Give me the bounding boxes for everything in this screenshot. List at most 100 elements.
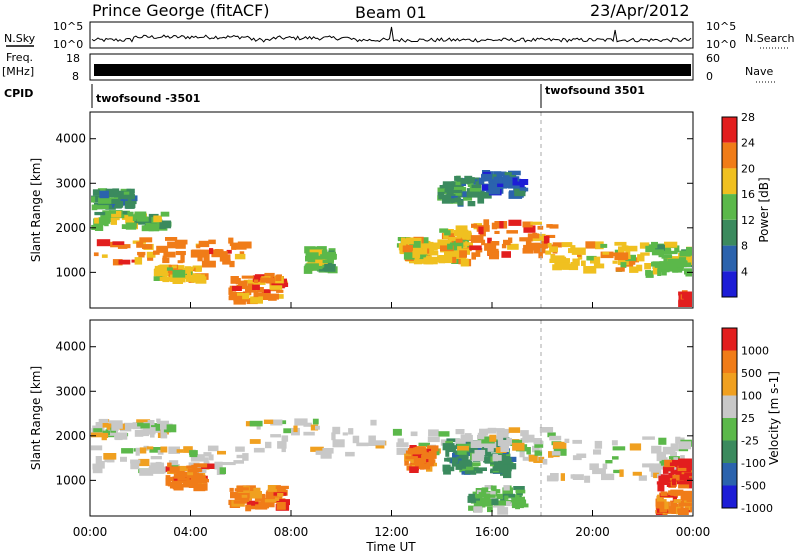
heat-cell: [451, 460, 457, 467]
heat-cell: [410, 431, 418, 437]
heat-cell: [484, 243, 497, 251]
heat-cell: [601, 473, 615, 481]
heat-cell: [438, 258, 446, 264]
x-tick-label: 00:00: [73, 525, 108, 539]
heat-cell: [590, 258, 596, 264]
heat-cell: [656, 481, 669, 485]
heat-cell: [469, 245, 482, 251]
heat-cell: [154, 463, 165, 469]
heat-cell: [325, 251, 336, 260]
heat-cell: [679, 478, 689, 485]
heat-cell: [232, 285, 242, 291]
nave-tick-bottom: 0: [706, 70, 713, 83]
heat-cell: [468, 462, 481, 466]
heat-cell: [532, 445, 540, 453]
heat-cell: [130, 461, 140, 470]
heat-cell: [678, 441, 692, 450]
heat-cell: [189, 450, 198, 456]
heat-cell: [332, 426, 341, 435]
heat-cell: [494, 428, 505, 432]
heat-cell: [108, 432, 117, 436]
heat-cell: [175, 241, 186, 249]
heat-cell: [679, 474, 689, 481]
x-axis: 00:00 04:00 08:00 12:00 16:00 20:00 00:00: [73, 302, 710, 539]
heat-cell: [673, 499, 681, 503]
heat-cell: [375, 440, 386, 446]
heat-cell: [463, 242, 473, 246]
heat-cell: [136, 216, 149, 222]
heat-cell: [562, 265, 577, 270]
heat-cell: [94, 217, 99, 224]
heat-cell: [475, 181, 481, 189]
heat-cell: [445, 194, 452, 202]
heat-cell: [177, 274, 186, 283]
heat-cell: [208, 454, 214, 461]
heat-cell: [240, 497, 250, 502]
heat-cell: [445, 449, 450, 457]
heat-cell: [428, 248, 434, 253]
heat-cell: [190, 454, 205, 462]
heat-cell: [425, 256, 438, 265]
heat-cell: [577, 254, 583, 260]
colorbar-swatch: [722, 194, 737, 220]
heat-cell: [342, 432, 348, 436]
heat-cell: [504, 172, 512, 176]
heat-cell: [522, 248, 534, 254]
heat-cell: [235, 446, 245, 452]
heat-cell: [615, 267, 625, 272]
heat-cell: [265, 293, 279, 300]
heat-cell: [546, 475, 559, 482]
heat-cell: [552, 242, 562, 248]
power-colorbar: 4 8 12 16 20 24 28: [721, 111, 755, 298]
heat-cell: [471, 223, 477, 228]
heat-cell: [404, 460, 409, 466]
heat-cell: [502, 176, 508, 184]
heat-cell: [139, 468, 154, 476]
heat-cell: [253, 447, 265, 453]
heat-cell: [412, 250, 421, 258]
heat-cell: [677, 508, 683, 513]
heat-cell: [447, 186, 454, 191]
heat-cell: [642, 436, 655, 440]
heat-cell: [303, 431, 315, 436]
heat-cell: [283, 428, 295, 434]
heat-cell: [618, 246, 625, 253]
heat-cell: [118, 259, 131, 265]
heat-cell: [476, 497, 487, 502]
heat-cell: [649, 463, 661, 471]
heat-cell: [500, 221, 507, 226]
heat-cell: [581, 260, 586, 266]
heat-cell: [668, 260, 680, 267]
heat-cell: [443, 470, 451, 475]
heat-cell: [477, 434, 485, 440]
x-tick-label: 04:00: [173, 525, 208, 539]
heat-cell: [570, 474, 575, 479]
heat-cell: [95, 456, 102, 464]
heat-cell: [370, 419, 377, 426]
heat-cell: [487, 506, 493, 513]
heat-cell: [402, 245, 413, 253]
heat-cell: [312, 418, 319, 425]
heat-cell: [196, 478, 207, 483]
colorbar-swatch: [722, 395, 737, 418]
heat-cell: [182, 268, 191, 274]
heat-cell: [491, 222, 498, 230]
heat-cell: [497, 431, 509, 438]
heat-cell: [660, 491, 668, 497]
heat-cell: [450, 198, 455, 203]
heat-cell: [222, 259, 231, 265]
heat-cell: [684, 260, 692, 267]
heat-cell: [439, 228, 449, 233]
heat-cell: [146, 251, 156, 258]
heat-cell: [522, 456, 533, 461]
heat-cell: [483, 494, 496, 498]
heat-cell: [561, 242, 573, 248]
heat-cell: [674, 245, 680, 253]
heat-cell: [119, 199, 128, 206]
heat-cell: [457, 243, 462, 251]
heat-cell: [160, 427, 166, 436]
heat-cell: [243, 279, 257, 284]
heat-cell: [457, 178, 471, 184]
heat-cell: [664, 241, 678, 248]
heat-cell: [593, 256, 601, 264]
